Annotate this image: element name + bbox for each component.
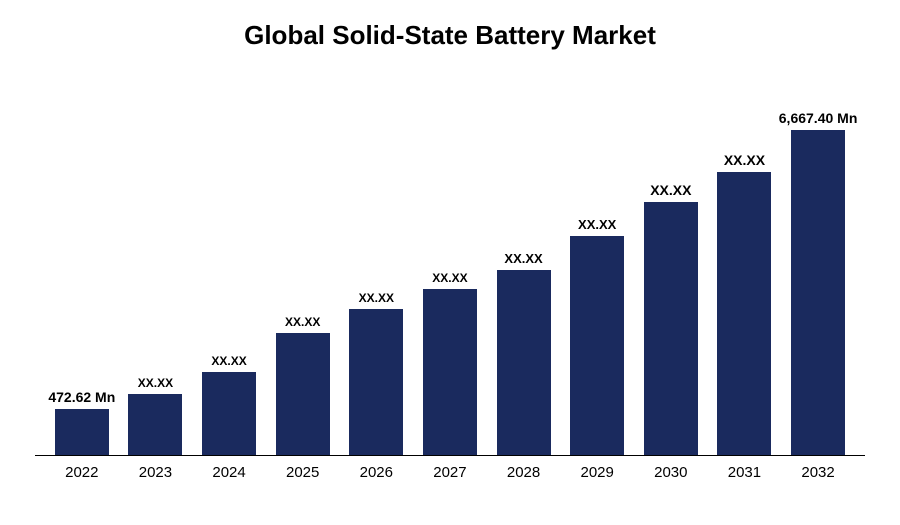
bars-row: 472.62 Mn XX.XX XX.XX XX.XX XX.XX XX.XX XX.XX X…	[35, 61, 865, 455]
chart-plot-area: 472.62 Mn XX.XX XX.XX XX.XX XX.XX XX.XX XX.XX X…	[35, 61, 865, 456]
bar	[497, 270, 551, 455]
x-axis-label: 2032	[782, 464, 854, 481]
bar	[644, 202, 698, 455]
bar	[349, 309, 403, 455]
bar-value-label: XX.XX	[138, 376, 173, 390]
x-axis-label: 2030	[635, 464, 707, 481]
bar-value-label: XX.XX	[650, 182, 691, 198]
bar	[128, 394, 182, 455]
bar-column: XX.XX	[414, 61, 486, 455]
bar-column: XX.XX	[488, 61, 560, 455]
bar-column: 6,667.40 Mn	[782, 61, 854, 455]
bar-column: XX.XX	[193, 61, 265, 455]
bar	[570, 236, 624, 455]
bar-value-label: XX.XX	[578, 217, 616, 232]
bar	[276, 333, 330, 455]
bar-column: XX.XX	[267, 61, 339, 455]
x-axis-label: 2026	[340, 464, 412, 481]
x-axis-label: 2029	[561, 464, 633, 481]
bar-column: XX.XX	[635, 61, 707, 455]
x-axis-label: 2027	[414, 464, 486, 481]
x-axis: 2022202320242025202620272028202920302031…	[35, 456, 865, 481]
bar-value-label: XX.XX	[724, 152, 765, 168]
bar	[717, 172, 771, 455]
x-axis-label: 2025	[267, 464, 339, 481]
bar	[202, 372, 256, 455]
bar-column: XX.XX	[561, 61, 633, 455]
bar	[423, 289, 477, 455]
x-axis-label: 2024	[193, 464, 265, 481]
x-axis-label: 2028	[488, 464, 560, 481]
bar-value-label: 6,667.40 Mn	[779, 110, 858, 126]
bar-column: XX.XX	[119, 61, 191, 455]
bar-value-label: 472.62 Mn	[48, 389, 115, 405]
x-axis-label: 2022	[46, 464, 118, 481]
chart-container: 472.62 Mn XX.XX XX.XX XX.XX XX.XX XX.XX XX.XX X…	[35, 61, 865, 481]
bar-value-label: XX.XX	[359, 291, 394, 305]
bar	[791, 130, 845, 455]
x-axis-label: 2023	[119, 464, 191, 481]
bar-value-label: XX.XX	[432, 271, 467, 285]
bar	[55, 409, 109, 455]
x-axis-label: 2031	[708, 464, 780, 481]
chart-title: Global Solid-State Battery Market	[244, 20, 656, 51]
bar-value-label: XX.XX	[504, 251, 542, 266]
bar-column: XX.XX	[708, 61, 780, 455]
bar-column: XX.XX	[340, 61, 412, 455]
bar-value-label: XX.XX	[211, 354, 246, 368]
bar-value-label: XX.XX	[285, 315, 320, 329]
bar-column: 472.62 Mn	[46, 61, 118, 455]
